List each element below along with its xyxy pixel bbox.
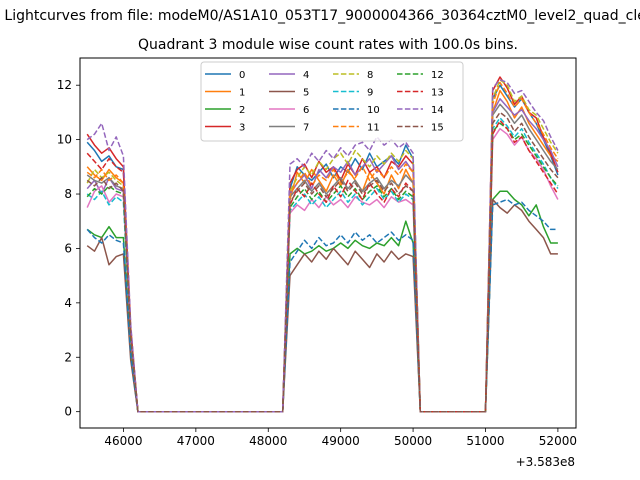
y-tick-label: 2 [64, 350, 72, 364]
y-tick-label: 8 [64, 187, 72, 201]
y-tick-label: 0 [64, 405, 72, 419]
x-tick-label: 46000 [104, 434, 142, 448]
legend-label-14: 14 [431, 105, 444, 116]
x-offset-label: +3.583e8 [516, 455, 575, 469]
chart-title: Quadrant 3 module wise count rates with … [138, 37, 518, 53]
legend-label-7: 7 [303, 123, 309, 134]
legend-label-2: 2 [239, 105, 245, 116]
legend-label-3: 3 [239, 123, 245, 134]
x-axis: 46000 47000 48000 49000 50000 51000 52000 [104, 428, 577, 448]
legend-label-10: 10 [367, 105, 380, 116]
legend-label-4: 4 [303, 70, 309, 81]
legend-label-13: 13 [431, 88, 444, 99]
legend-label-6: 6 [303, 105, 309, 116]
series-line-14 [86, 79, 559, 413]
legend-label-9: 9 [367, 88, 373, 99]
figure-suptitle: Plot for Lightcurves from file: modeM0/A… [0, 8, 640, 24]
legend-label-8: 8 [367, 70, 373, 81]
y-tick-label: 6 [64, 241, 72, 255]
x-tick-label: 51000 [466, 434, 504, 448]
legend-label-5: 5 [303, 88, 309, 99]
series-line-15 [86, 111, 559, 413]
legend-label-12: 12 [431, 70, 444, 81]
x-tick-label: 50000 [394, 434, 432, 448]
y-tick-label: 12 [57, 78, 72, 92]
series-lines [86, 76, 559, 413]
legend-label-15: 15 [431, 123, 444, 134]
y-tick-label: 4 [64, 296, 72, 310]
legend-box [200, 61, 464, 142]
legend-label-0: 0 [239, 70, 245, 81]
x-tick-label: 48000 [249, 434, 287, 448]
x-tick-label: 47000 [177, 434, 215, 448]
legend-label-11: 11 [367, 123, 380, 134]
y-tick-label: 10 [57, 133, 72, 147]
x-tick-label: 52000 [539, 434, 577, 448]
series-line-13 [86, 119, 559, 413]
legend-label-1: 1 [239, 88, 245, 99]
axes-frame [79, 57, 577, 429]
x-tick-label: 49000 [322, 434, 360, 448]
y-axis: 0 2 4 6 8 10 12 [57, 78, 80, 419]
